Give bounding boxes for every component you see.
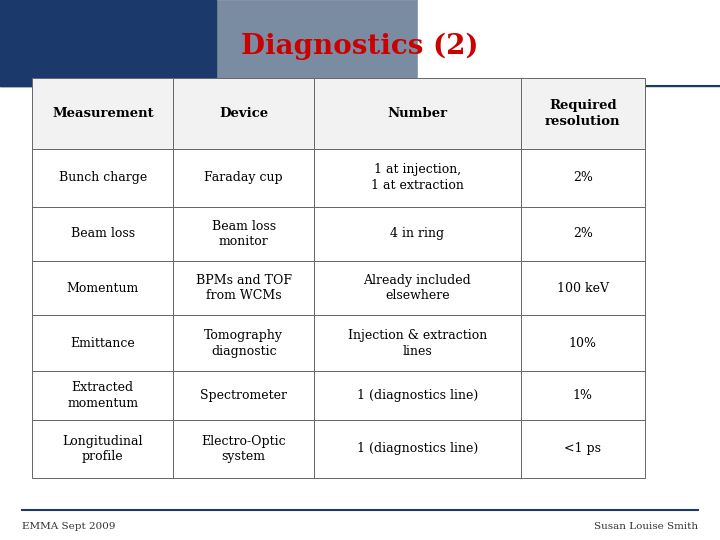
Text: Injection & extraction
lines: Injection & extraction lines [348, 329, 487, 357]
Bar [521, 372, 645, 420]
Bar [32, 420, 174, 478]
Bar [314, 148, 521, 207]
Text: Diagnostics (2): Diagnostics (2) [241, 32, 479, 59]
Bar [32, 315, 174, 372]
Bar [32, 261, 174, 315]
Text: Bunch charge: Bunch charge [59, 171, 147, 184]
Bar [314, 315, 521, 372]
Bar [314, 207, 521, 261]
Text: <1 ps: <1 ps [564, 442, 601, 455]
Bar [314, 372, 521, 420]
Polygon shape [0, 0, 720, 86]
Polygon shape [0, 0, 720, 86]
Bar [174, 420, 314, 478]
Polygon shape [72, 0, 504, 86]
Text: Number: Number [387, 107, 447, 120]
Text: Beam loss
monitor: Beam loss monitor [212, 220, 276, 248]
Text: Susan Louise Smith: Susan Louise Smith [594, 522, 698, 531]
Bar [521, 261, 645, 315]
Text: 2%: 2% [573, 171, 593, 184]
Bar [521, 315, 645, 372]
Text: 4 in ring: 4 in ring [390, 227, 444, 240]
Text: Tomography
diagnostic: Tomography diagnostic [204, 329, 283, 357]
Bar [174, 148, 314, 207]
Bar [32, 78, 174, 148]
Text: 10%: 10% [569, 337, 597, 350]
Text: Spectrometer: Spectrometer [200, 389, 287, 402]
Bar [314, 261, 521, 315]
Bar [32, 372, 174, 420]
Text: 1 (diagnostics line): 1 (diagnostics line) [356, 389, 478, 402]
Bar [521, 78, 645, 148]
Bar [32, 207, 174, 261]
Bar [174, 261, 314, 315]
Bar [314, 420, 521, 478]
Bar [521, 207, 645, 261]
Bar [32, 148, 174, 207]
Text: Momentum: Momentum [67, 282, 139, 295]
Polygon shape [418, 0, 720, 86]
Text: Emittance: Emittance [71, 337, 135, 350]
Text: 1%: 1% [573, 389, 593, 402]
Text: Measurement: Measurement [52, 107, 153, 120]
Text: 1 at injection,
1 at extraction: 1 at injection, 1 at extraction [371, 164, 464, 192]
Bar [521, 148, 645, 207]
Text: Required
resolution: Required resolution [545, 99, 621, 127]
Bar [521, 420, 645, 478]
Text: Beam loss: Beam loss [71, 227, 135, 240]
Text: BPMs and TOF
from WCMs: BPMs and TOF from WCMs [196, 274, 292, 302]
Text: Extracted
momentum: Extracted momentum [67, 381, 138, 410]
Bar [174, 207, 314, 261]
Text: Longitudinal
profile: Longitudinal profile [63, 435, 143, 463]
Text: Electro-Optic
system: Electro-Optic system [202, 435, 286, 463]
Text: 1 (diagnostics line): 1 (diagnostics line) [356, 442, 478, 455]
Polygon shape [0, 0, 216, 86]
Bar [174, 78, 314, 148]
Bar [174, 372, 314, 420]
Text: Device: Device [219, 107, 269, 120]
Bar [174, 315, 314, 372]
Text: Already included
elsewhere: Already included elsewhere [364, 274, 471, 302]
Text: 100 keV: 100 keV [557, 282, 609, 295]
Text: EMMA Sept 2009: EMMA Sept 2009 [22, 522, 115, 531]
Text: Faraday cup: Faraday cup [204, 171, 283, 184]
Text: 2%: 2% [573, 227, 593, 240]
Bar [314, 78, 521, 148]
